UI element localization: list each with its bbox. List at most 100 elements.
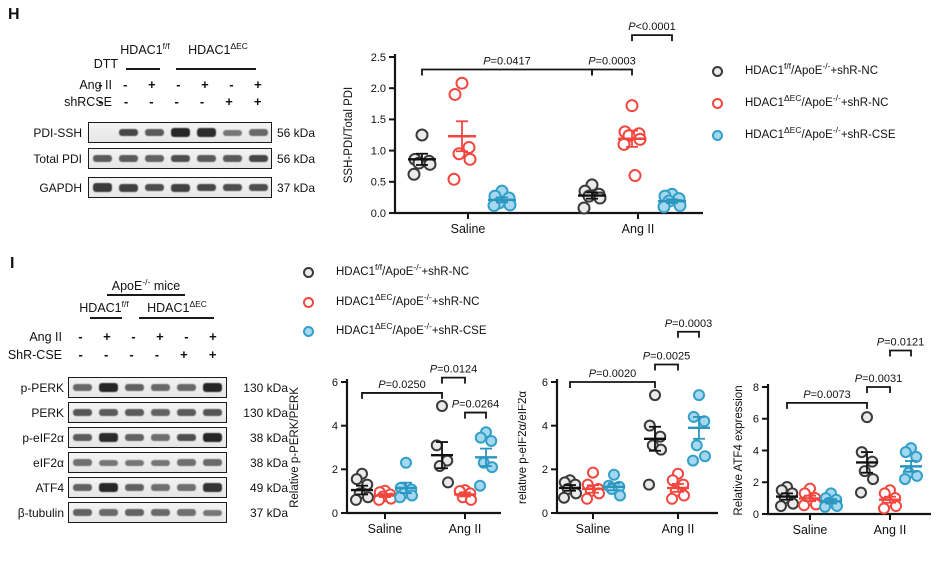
blot-band <box>203 459 223 466</box>
significance-bracket <box>677 330 700 338</box>
lane-value: - <box>176 76 181 92</box>
p-value-label: P=0.0264 <box>452 399 499 411</box>
blot-band <box>92 155 112 162</box>
lane-value: - <box>149 93 154 109</box>
y-tick-label: 6 <box>332 377 338 389</box>
y-tick-label: 2 <box>332 464 338 476</box>
legend-label-part: +shR-CSE <box>431 325 487 337</box>
kda-label: 130 kDa <box>243 406 288 420</box>
y-tick-label: 0 <box>753 509 759 521</box>
lane-value: + <box>208 346 217 362</box>
legend-marker-blue <box>303 325 314 337</box>
blot-row-p-eif2a <box>68 427 227 448</box>
legend-label: HDAC1f/f/ApoE-/-+shR-NC <box>745 62 878 77</box>
p-value-label: P=0.0073 <box>803 389 850 401</box>
blot-row-eif2a <box>68 452 227 473</box>
x-tick-label: Saline <box>368 522 403 536</box>
significance-bracket <box>786 401 868 409</box>
blot-band <box>248 129 268 136</box>
blot-row-label-atf4: ATF4 <box>35 481 64 495</box>
blot-band <box>203 383 223 392</box>
legend-item: HDAC1ΔEC/ApoE-/-+shR-CSE <box>303 322 487 337</box>
y-axis-label: SSH-PDI/Total PDI <box>343 87 355 184</box>
panel-h-label: H <box>8 6 20 23</box>
legend-label-part: /ApoE <box>801 129 833 141</box>
legend-label-part: +shR-NC <box>840 97 889 109</box>
group-base: HDAC1 <box>120 43 163 57</box>
blot-band <box>203 408 223 417</box>
blot-band <box>177 484 197 491</box>
legend-label-part: /ApoE <box>791 65 823 77</box>
group-sup: f/f <box>121 298 129 309</box>
blot-band <box>124 509 144 516</box>
chart-svg: 0 2 4 6 Saline Ang II relative p-eIF2α/eIF2α P=… <box>517 318 718 536</box>
p-value-label: P=0.0020 <box>589 368 636 380</box>
lane-value: + <box>148 76 156 92</box>
chart-ssh-pdi-total-pdi: 0.0 0.5 1.0 1.5 2.0 2.5 Saline Ang II SSH-PDI/To… <box>335 0 720 248</box>
data-point <box>649 389 661 402</box>
data-point <box>699 450 711 463</box>
group-hdac1-ff-label: HDAC1f/f <box>108 42 182 57</box>
data-point <box>878 502 890 515</box>
legend-label-part: +shR-NC <box>421 266 470 278</box>
data-point <box>654 430 667 443</box>
group-underline <box>90 317 122 319</box>
data-point <box>406 489 418 502</box>
condition-values-shr-cse: - - - - + + <box>68 347 227 361</box>
legend-label-part: -/- <box>832 93 841 104</box>
blot-band <box>177 409 197 416</box>
p-value-label: P=0.0417 <box>483 55 530 67</box>
data-point <box>433 460 446 473</box>
data-point <box>899 473 911 486</box>
blot-row-label-b-tubulin: β-tubulin <box>17 506 64 520</box>
legend-label-part: ΔEC <box>374 321 393 332</box>
data-point <box>666 474 679 487</box>
y-axis-label: relative p-eIF2α/eIF2α <box>518 391 529 504</box>
data-point <box>690 439 703 452</box>
data-point <box>474 479 486 492</box>
blot-band <box>151 459 171 466</box>
kda-label: 56 kDa <box>277 126 316 140</box>
blot-band <box>144 155 164 162</box>
legend-label: HDAC1f/f/ApoE-/-+shR-NC <box>336 263 470 278</box>
data-point <box>867 473 879 486</box>
group-sup: ΔEC <box>189 298 207 309</box>
blot-band <box>72 384 92 391</box>
data-point <box>617 137 631 151</box>
p-value-label: P=0.0031 <box>855 373 902 385</box>
blot-row-pdi-ssh <box>88 122 272 143</box>
apoe-rest: mice <box>150 279 181 293</box>
legend-label-part: f/f <box>783 61 792 72</box>
legend-label-part: +shR-NC <box>431 296 480 308</box>
data-point <box>614 489 626 502</box>
lane-value: - <box>78 346 83 362</box>
y-tick-label: 4 <box>332 420 338 432</box>
legend-label-part: /ApoE <box>392 325 424 337</box>
apoe-mice-header: ApoE-/- mice <box>66 277 226 296</box>
legend-label-part: HDAC1 <box>336 296 375 308</box>
significance-bracket <box>591 68 633 76</box>
y-axis-label: Relative p-PERK/PERK <box>289 387 301 508</box>
y-tick-label: 6 <box>753 414 759 426</box>
lane-value: + <box>254 76 262 92</box>
lane-value: - <box>184 328 189 344</box>
blot-band <box>222 155 242 162</box>
data-point <box>587 466 599 479</box>
kda-label: 37 kDa <box>249 506 288 520</box>
y-tick-label: 0 <box>332 508 338 520</box>
group-base: HDAC1 <box>147 301 190 315</box>
blot-band <box>98 483 118 492</box>
significance-bracket <box>361 392 443 399</box>
blot-row-p-perk <box>68 377 227 398</box>
significance-bracket <box>654 363 679 371</box>
blot-band <box>98 433 118 442</box>
legend-label-part: -/- <box>423 321 432 332</box>
p-value-label: P=0.0003 <box>665 318 712 330</box>
legend-label: HDAC1ΔEC/ApoE-/-+shR-NC <box>745 94 889 109</box>
legend-item: HDAC1ΔEC/ApoE-/-+shR-NC <box>303 293 480 308</box>
blot-band <box>177 509 197 516</box>
y-tick-label: 1.0 <box>371 145 386 157</box>
p-value-label: P=0.0003 <box>588 55 635 67</box>
data-point <box>858 465 871 478</box>
